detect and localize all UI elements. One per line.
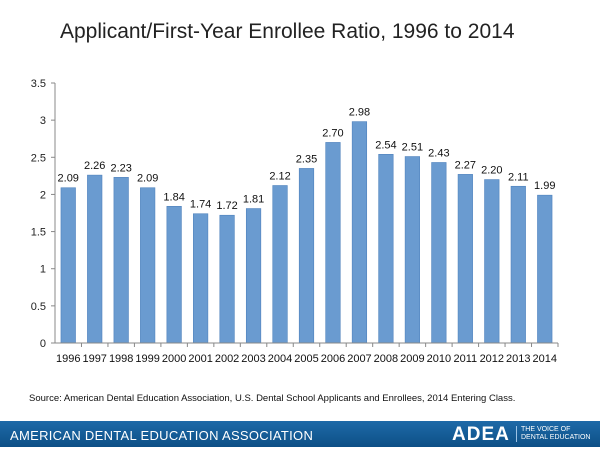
bar-1998 — [113, 177, 129, 344]
bar-2011 — [457, 174, 473, 344]
data-label-2011: 2.27 — [455, 159, 476, 171]
x-axis: 1996 1997 1998 1999 2000 2001 2002 2003 2004 2005… — [55, 342, 559, 365]
x-tick-label: 2008 — [374, 353, 398, 365]
x-tick-label: 2011 — [454, 353, 478, 365]
data-label-2006: 2.70 — [322, 127, 343, 139]
data-label-2001: 1.74 — [190, 199, 211, 211]
bar-1999 — [140, 187, 156, 344]
y-tick-label: 3.5 — [31, 78, 46, 90]
x-tick-label: 2000 — [162, 353, 186, 365]
footer-tagline-line2: DENTAL EDUCATION — [521, 434, 591, 441]
data-label-1999: 2.09 — [137, 173, 158, 185]
x-tick-label: 2010 — [427, 353, 451, 365]
x-tick-label: 2012 — [480, 353, 504, 365]
y-tick-label: 0 — [40, 338, 46, 350]
x-tick-label: 2001 — [188, 353, 212, 365]
bar-2008 — [378, 154, 394, 344]
bar-2006 — [325, 142, 341, 344]
bar-2005 — [298, 168, 315, 344]
source-note: Source: American Dental Education Associ… — [29, 393, 516, 404]
data-label-2007: 2.98 — [349, 107, 370, 119]
bar-2002 — [219, 214, 235, 344]
x-tick-label: 2004 — [268, 353, 292, 365]
x-tick-label: 2002 — [215, 353, 239, 365]
data-label-1998: 2.23 — [110, 162, 131, 174]
bar-2013 — [510, 185, 526, 344]
data-label-1997: 2.26 — [84, 160, 105, 172]
bar-2007 — [351, 121, 368, 344]
data-label-2010: 2.43 — [428, 147, 449, 159]
y-tick-label: 3 — [40, 115, 46, 127]
x-tick-label: 2013 — [506, 353, 530, 365]
x-tick-label: 2003 — [241, 353, 265, 365]
footer-bar: AMERICAN DENTAL EDUCATION ASSOCIATION AD… — [0, 421, 600, 447]
chart-title: Applicant/First-Year Enrollee Ratio, 199… — [60, 20, 515, 43]
bar-2003 — [245, 208, 262, 344]
bar-2001 — [193, 213, 209, 344]
data-label-2012: 2.20 — [481, 165, 502, 177]
bar-2009 — [404, 156, 420, 344]
bar-2014 — [537, 194, 553, 344]
data-label-2014: 1.99 — [534, 180, 555, 192]
bars: 2.09 2.26 2.23 2.09 1.84 1.74 1.72 1.81 2.12 2.35… — [58, 107, 555, 344]
data-label-2009: 2.51 — [402, 142, 423, 154]
adea-logo: ADEA — [452, 424, 510, 445]
footer-tagline: THE VOICE OF DENTAL EDUCATION — [516, 426, 600, 442]
x-tick-label: 2014 — [533, 353, 557, 365]
bar-1996 — [60, 187, 76, 344]
y-tick-label: 0.5 — [31, 301, 46, 313]
y-tick-label: 1.5 — [31, 227, 46, 239]
bar-2012 — [484, 179, 500, 344]
x-tick-label: 1997 — [82, 353, 106, 365]
x-tick-label: 1998 — [109, 353, 133, 365]
data-label-2013: 2.11 — [508, 171, 529, 183]
data-label-1996: 2.09 — [58, 173, 79, 185]
y-axis: 0 0.5 1 1.5 2 2.5 3 3.5 — [31, 78, 56, 350]
x-tick-label: 2005 — [294, 353, 318, 365]
x-tick-label: 1996 — [56, 353, 80, 365]
bar-2010 — [431, 162, 447, 344]
footer-tagline-line1: THE VOICE OF — [521, 426, 571, 433]
y-tick-label: 2.5 — [31, 152, 46, 164]
data-label-2000: 1.84 — [163, 191, 184, 203]
data-label-2008: 2.54 — [375, 139, 396, 151]
footer-organization: AMERICAN DENTAL EDUCATION ASSOCIATION — [10, 428, 314, 443]
y-tick-label: 2 — [40, 189, 46, 201]
bar-1997 — [87, 174, 103, 344]
data-label-2002: 1.72 — [216, 200, 237, 212]
x-tick-label: 2006 — [321, 353, 345, 365]
data-label-2004: 2.12 — [269, 171, 290, 183]
x-tick-label: 2009 — [400, 353, 424, 365]
data-label-2003: 1.81 — [243, 194, 264, 206]
data-label-2005: 2.35 — [296, 153, 317, 165]
bar-2000 — [166, 206, 182, 344]
bar-2004 — [272, 185, 288, 344]
y-tick-label: 1 — [40, 264, 46, 276]
x-tick-label: 2007 — [347, 353, 371, 365]
x-tick-label: 1999 — [135, 353, 159, 365]
